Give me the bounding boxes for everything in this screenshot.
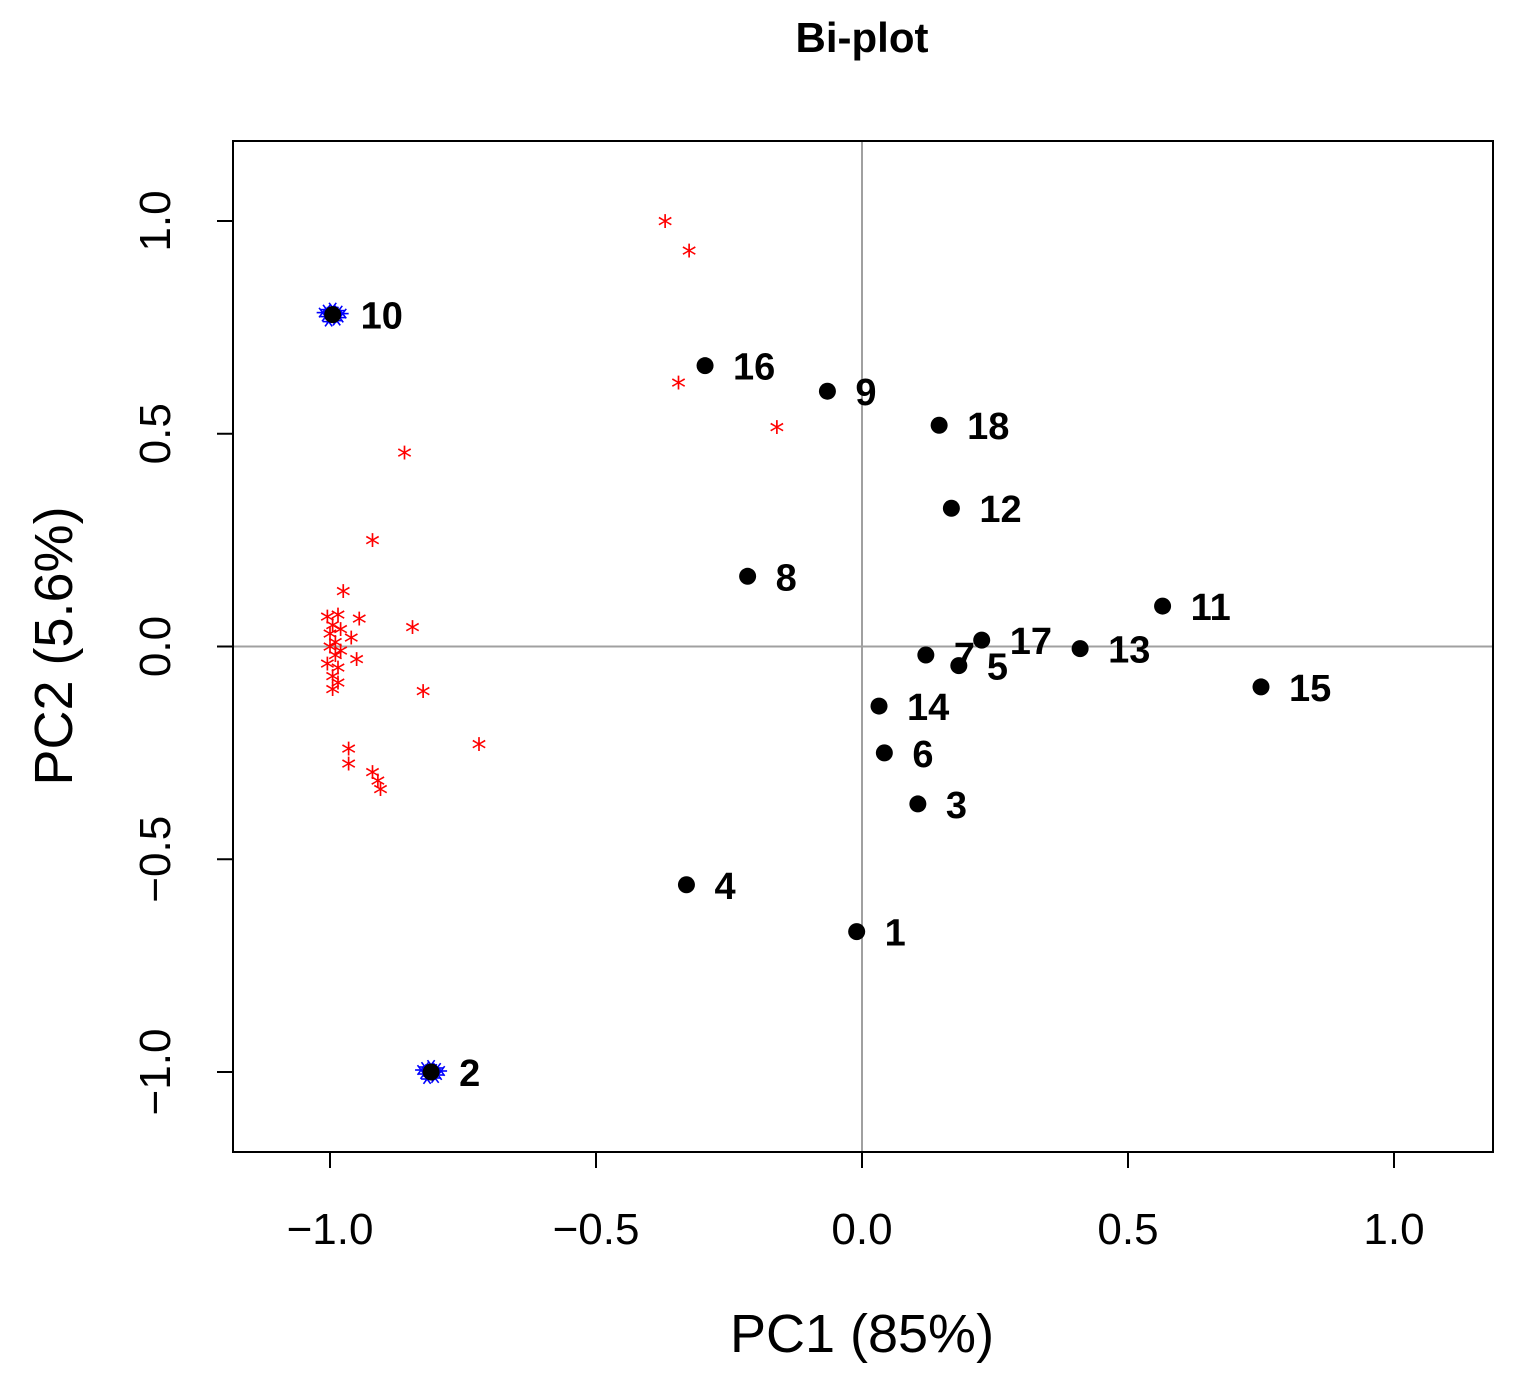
observation-label: 3 (946, 785, 967, 827)
observation-label: 18 (967, 406, 1009, 448)
variable-star-marker: * (682, 239, 697, 274)
observation-label: 4 (714, 866, 735, 908)
variable-star-marker: * (330, 603, 345, 638)
variable-star-marker: * (320, 652, 335, 687)
observation-label: 11 (1191, 587, 1231, 629)
observation-label: 8 (776, 557, 797, 599)
variable-star-marker: * (349, 648, 364, 683)
observation-label: 12 (979, 489, 1021, 531)
x-tick-label: 0.5 (1097, 1205, 1158, 1254)
observation-label: 9 (855, 372, 876, 414)
variable-star-marker: * (325, 613, 340, 648)
variable-star-marker: * (328, 631, 343, 666)
variable-star-marker: * (365, 760, 380, 795)
observation-point (422, 1063, 440, 1081)
observation-point (1252, 678, 1270, 696)
variable-markers: *************** ***************** (320, 209, 785, 812)
x-tick-label: 1.0 (1363, 1205, 1424, 1254)
observation-point (950, 657, 968, 675)
variable-star-marker: * (471, 733, 486, 768)
observation-label: 13 (1108, 630, 1150, 672)
variable-star-marker: * (320, 605, 335, 640)
observation-point (870, 697, 888, 715)
x-axis-ticks: −1.0 −0.5 0.0 0.5 1.0 (287, 1152, 1425, 1254)
variable-star-marker: * (341, 752, 356, 787)
observation-label: 16 (733, 347, 775, 389)
observation-point (1071, 640, 1089, 658)
observation-point (739, 567, 757, 585)
observation-label: 6 (912, 734, 933, 776)
variable-star-marker: * (373, 777, 388, 812)
observation-point (973, 631, 991, 649)
variable-star-marker: * (671, 371, 686, 406)
y-axis-label: PC2 (5.6%) (24, 506, 84, 785)
variable-star-marker: * (336, 579, 351, 614)
observation-point (917, 646, 935, 664)
variable-star-marker: * (330, 671, 345, 706)
y-tick-label: −0.5 (131, 816, 180, 903)
variable-star-marker: * (330, 656, 345, 691)
observation-point (324, 306, 342, 324)
variable-star-marker: * (397, 441, 412, 476)
observation-label: 5 (987, 647, 1008, 689)
observation-point (818, 382, 836, 400)
observation-point (909, 795, 927, 813)
variable-star-marker: * (658, 209, 673, 244)
x-axis-label: PC1 (85%) (730, 1304, 994, 1364)
observation-label: 1 (885, 913, 906, 955)
variable-star-marker: * (323, 635, 338, 670)
observation-label: 15 (1289, 668, 1331, 710)
x-tick-label: −1.0 (287, 1205, 374, 1254)
variable-star-marker: * (344, 626, 359, 661)
observation-point (875, 744, 893, 762)
observation-point (696, 357, 714, 375)
variable-star-marker: * (352, 607, 367, 642)
variable-star-marker: * (325, 677, 340, 712)
y-tick-label: 1.0 (131, 190, 180, 251)
variable-star-marker: * (405, 616, 420, 651)
variable-star-marker: * (333, 639, 348, 674)
reference-lines (233, 141, 1493, 1152)
observation-label: 14 (907, 687, 949, 729)
chart-title: Bi-plot (796, 14, 929, 61)
y-axis-ticks: −1.0 −0.5 0.0 0.5 1.0 (131, 190, 233, 1115)
variable-star-marker: * (323, 622, 338, 657)
observation-point (848, 923, 866, 941)
observation-point (942, 499, 960, 517)
variable-star-marker: * (416, 679, 431, 714)
y-tick-label: 0.0 (131, 616, 180, 677)
observation-label: 7 (954, 636, 975, 678)
observation-point (677, 876, 695, 894)
variable-star-marker: * (769, 416, 784, 451)
observation-label: 10 (361, 296, 403, 338)
observation-label: 2 (459, 1053, 480, 1095)
variable-star-marker: * (325, 665, 340, 700)
variable-star-marker: * (370, 769, 385, 804)
variable-star-marker: * (333, 618, 348, 653)
y-tick-label: 0.5 (131, 403, 180, 464)
observation-markers (324, 306, 1270, 1081)
x-tick-label: −0.5 (553, 1205, 640, 1254)
x-tick-label: 0.0 (831, 1205, 892, 1254)
variable-star-marker: * (341, 737, 356, 772)
observation-point (930, 416, 948, 434)
observation-point (1154, 597, 1172, 615)
variable-star-marker: * (328, 643, 343, 678)
variable-star-marker: * (365, 528, 380, 563)
observation-label: 17 (1010, 621, 1052, 663)
y-tick-label: −1.0 (131, 1029, 180, 1116)
